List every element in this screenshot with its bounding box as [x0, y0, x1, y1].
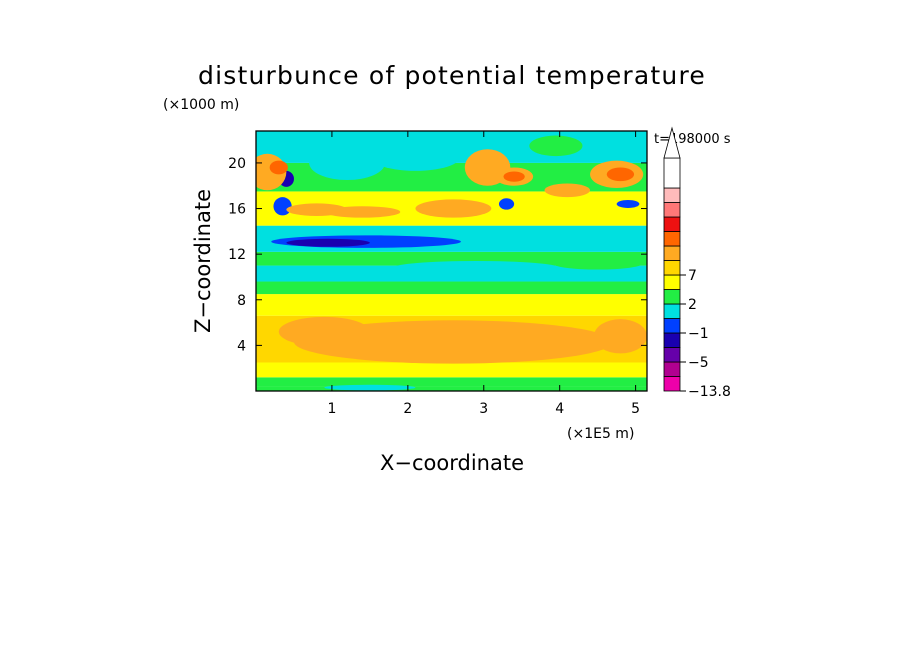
colorbar-swatch — [663, 303, 681, 319]
x-tick-label: 3 — [479, 401, 488, 417]
x-tick-label: 2 — [403, 401, 412, 417]
field-feature-20 — [498, 198, 515, 210]
x-tick-label: 5 — [631, 401, 640, 417]
chart-title: disturbunce of potential temperature — [198, 61, 706, 90]
colorbar-swatch — [663, 187, 681, 203]
field-feature-13 — [369, 141, 461, 171]
colorbar-extend-arrow — [663, 126, 681, 159]
field-feature-21 — [616, 199, 640, 208]
x-unit-label: (×1E5 m) — [567, 426, 634, 442]
y-axis-label: Z−coordinate — [191, 189, 215, 333]
plot-frame — [255, 130, 648, 392]
field-feature-5 — [273, 197, 292, 216]
colorbar-swatch — [663, 332, 681, 348]
field-feature-24 — [552, 257, 644, 270]
x-tick-label: 4 — [555, 401, 564, 417]
colorbar-swatch — [663, 361, 681, 377]
colorbar-swatch — [663, 216, 681, 232]
y-tick-label: 20 — [228, 156, 246, 172]
field-feature-16 — [503, 171, 525, 182]
field-feature-8 — [324, 206, 401, 218]
colorbar-label: −1 — [688, 326, 709, 342]
field-feature-22 — [529, 135, 583, 157]
field-feature-12 — [309, 145, 386, 181]
field-band-1 — [256, 377, 647, 387]
x-tick-label: 1 — [327, 401, 336, 417]
time-label: t=198000 s — [654, 132, 731, 147]
heatmap-field — [256, 131, 647, 391]
field-feature-23 — [392, 261, 560, 275]
colorbar-label: −13.8 — [688, 384, 731, 400]
colorbar-swatch — [663, 245, 681, 261]
field-band-7 — [256, 251, 647, 266]
colorbar-swatch — [663, 376, 681, 392]
colorbar: 7 2 −1 −5 −13.8 — [663, 126, 731, 400]
field-band-5 — [256, 281, 647, 295]
field-feature-25 — [324, 384, 416, 391]
field-feature-11 — [269, 160, 288, 175]
y-tick-label: 8 — [237, 293, 246, 309]
field-band-0 — [256, 386, 647, 391]
colorbar-swatch — [663, 202, 681, 218]
colorbar-swatch — [663, 260, 681, 276]
field-feature-1 — [278, 316, 370, 347]
field-band-4 — [256, 294, 647, 316]
field-feature-0 — [293, 320, 613, 364]
colorbar-swatch — [663, 157, 681, 189]
colorbar-swatch — [663, 347, 681, 363]
y-tick-label: 12 — [228, 247, 246, 263]
y-axis-ticks: 4 8 12 16 20 — [228, 156, 647, 354]
colorbar-label: −5 — [688, 355, 709, 371]
field-feature-4 — [286, 238, 370, 247]
field-feature-19 — [606, 167, 635, 182]
colorbar-label: 7 — [688, 268, 697, 284]
y-tick-label: 4 — [237, 338, 246, 354]
colorbar-swatch — [663, 274, 681, 290]
y-tick-label: 16 — [228, 202, 246, 218]
y-unit-label: (×1000 m) — [163, 97, 239, 113]
field-feature-17 — [544, 183, 591, 198]
colorbar-label: 2 — [688, 297, 697, 313]
field-feature-9 — [415, 199, 492, 218]
colorbar-swatch — [663, 231, 681, 247]
field-feature-2 — [593, 319, 647, 354]
colorbar-swatch — [663, 318, 681, 334]
field-band-2 — [256, 362, 647, 378]
x-axis-label: X−coordinate — [380, 451, 524, 475]
x-axis-ticks: 1 2 3 4 5 — [327, 131, 640, 417]
colorbar-swatch — [663, 289, 681, 305]
